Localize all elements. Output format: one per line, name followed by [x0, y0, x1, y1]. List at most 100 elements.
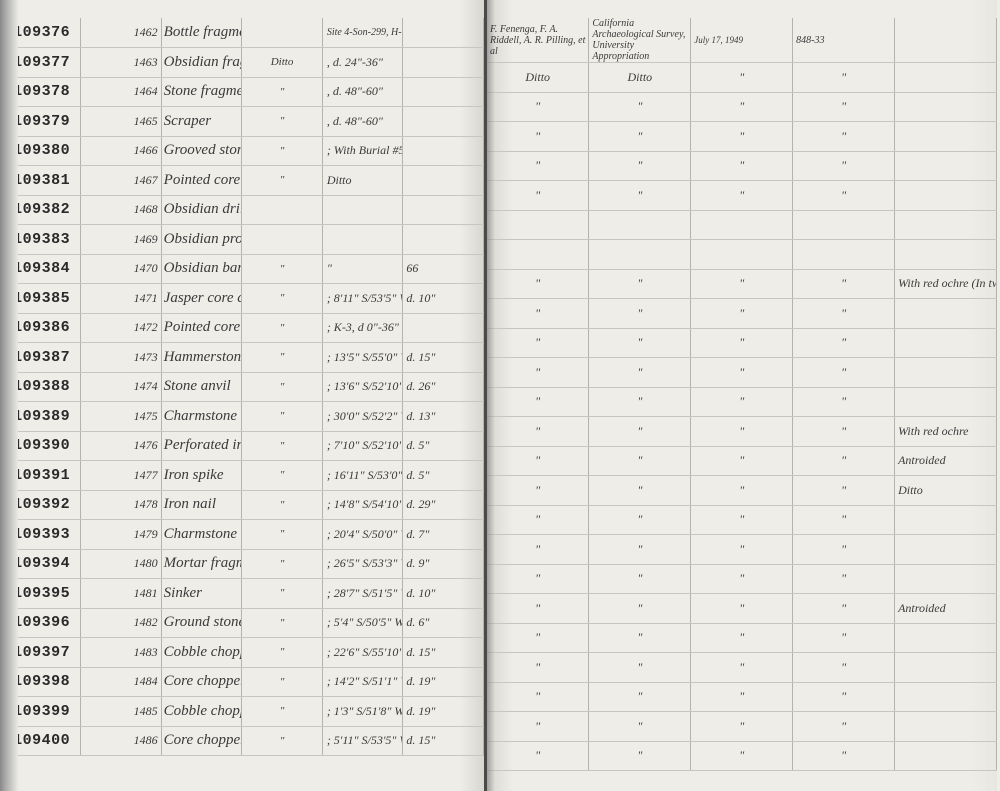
location: ; 14'8" S/54'10" W	[322, 490, 403, 520]
location: , d. 48"-60"	[322, 77, 403, 107]
item-description: Cobble chopper	[161, 638, 242, 668]
notes	[895, 358, 997, 388]
accession: "	[793, 92, 895, 122]
date: "	[691, 151, 793, 181]
location: Site 4-Son-299, H-Trench 5-7, d. 36"-48"	[322, 18, 403, 48]
item-description: Iron spike	[161, 461, 242, 491]
location: , d. 24"-36"	[322, 48, 403, 78]
depth: d. 13"	[403, 402, 484, 432]
ledger-row: 1093941480Mortar fragment"; 26'5" S/53'3…	[0, 549, 484, 579]
notes	[895, 505, 997, 535]
location: ; 28'7" S/51'5" W	[322, 579, 403, 609]
ledger-row: """"	[487, 712, 997, 742]
site-ref: "	[242, 726, 323, 756]
date: "	[691, 476, 793, 506]
item-number: 1477	[81, 461, 162, 491]
ledger-row: """"Ditto	[487, 476, 997, 506]
item-description: Obsidian fragment	[161, 48, 242, 78]
collector: "	[487, 535, 589, 565]
ledger-row: 1093761462Bottle fragmentSite 4-Son-299,…	[0, 18, 484, 48]
ledger-row: """"	[487, 623, 997, 653]
location: "	[322, 254, 403, 284]
site-ref: "	[242, 638, 323, 668]
collector: "	[487, 122, 589, 152]
item-description: Iron nail	[161, 490, 242, 520]
ledger-row: """"	[487, 358, 997, 388]
date	[691, 210, 793, 240]
accession: "	[793, 387, 895, 417]
site-ref: "	[242, 667, 323, 697]
date: "	[691, 741, 793, 771]
depth: d. 19"	[403, 667, 484, 697]
ledger-table-right: F. Fenenga, F. A. Riddell, A. R. Pilling…	[487, 0, 997, 771]
location: ; 5'4" S/50'5" W	[322, 608, 403, 638]
item-description: Hammerstone	[161, 343, 242, 373]
ledger-row	[487, 210, 997, 240]
location: ; 13'5" S/55'0" W	[322, 343, 403, 373]
site-ref: "	[242, 107, 323, 137]
date: "	[691, 446, 793, 476]
accession: "	[793, 181, 895, 211]
location	[322, 225, 403, 255]
collector	[487, 240, 589, 270]
notes	[895, 712, 997, 742]
ledger-row: 1093971483Cobble chopper"; 22'6" S/55'10…	[0, 638, 484, 668]
item-description: Pointed core tool	[161, 166, 242, 196]
site-ref: "	[242, 343, 323, 373]
survey: "	[589, 476, 691, 506]
survey: "	[589, 387, 691, 417]
ledger-row: """"	[487, 741, 997, 771]
notes	[895, 240, 997, 270]
ledger-row: """"	[487, 653, 997, 683]
site-ref: "	[242, 520, 323, 550]
ledger-table-left: 1093761462Bottle fragmentSite 4-Son-299,…	[0, 0, 484, 756]
accession: "	[793, 417, 895, 447]
accession: "	[793, 269, 895, 299]
location: ; 13'6" S/52'10" W	[322, 372, 403, 402]
site-ref: "	[242, 284, 323, 314]
notes	[895, 18, 997, 63]
ledger-row: 1094001486Core chopper"; 5'11" S/53'5" W…	[0, 726, 484, 756]
location: , d. 48"-60"	[322, 107, 403, 137]
date: "	[691, 653, 793, 683]
ledger-row: """"	[487, 682, 997, 712]
ledger-row: 1093811467Pointed core tool"Ditto	[0, 166, 484, 196]
location: ; 16'11" S/53'0" W	[322, 461, 403, 491]
date: "	[691, 564, 793, 594]
notes	[895, 741, 997, 771]
site-ref: "	[242, 254, 323, 284]
item-number: 1466	[81, 136, 162, 166]
ledger-row: 1093891475Charmstone"; 30'0" S/52'2" Wd.…	[0, 402, 484, 432]
notes	[895, 92, 997, 122]
survey: "	[589, 151, 691, 181]
notes	[895, 682, 997, 712]
date: "	[691, 328, 793, 358]
item-number: 1482	[81, 608, 162, 638]
item-description: Core chopper	[161, 726, 242, 756]
accession	[793, 210, 895, 240]
survey: "	[589, 564, 691, 594]
date: "	[691, 623, 793, 653]
ledger-row: 1093991485Cobble chopper"; 1'3" S/51'8" …	[0, 697, 484, 727]
survey: "	[589, 505, 691, 535]
ledger-row: """"	[487, 535, 997, 565]
depth	[403, 313, 484, 343]
survey: California Archaeological Survey, Univer…	[589, 18, 691, 63]
survey: "	[589, 741, 691, 771]
survey: "	[589, 181, 691, 211]
collector: "	[487, 328, 589, 358]
survey: "	[589, 299, 691, 329]
collector: "	[487, 741, 589, 771]
ledger-row: """"	[487, 151, 997, 181]
date: "	[691, 387, 793, 417]
item-number: 1486	[81, 726, 162, 756]
accession: "	[793, 122, 895, 152]
survey	[589, 240, 691, 270]
item-number: 1478	[81, 490, 162, 520]
depth: d. 5"	[403, 461, 484, 491]
depth	[403, 225, 484, 255]
ledger-row: 1093791465Scraper", d. 48"-60"	[0, 107, 484, 137]
date: "	[691, 535, 793, 565]
survey: "	[589, 358, 691, 388]
site-ref: "	[242, 461, 323, 491]
